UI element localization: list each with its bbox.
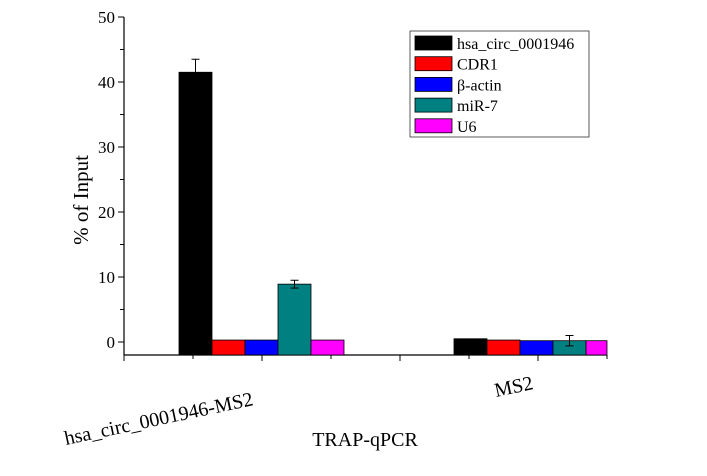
bar-1-1 <box>486 339 521 356</box>
bar-1-0 <box>211 339 246 356</box>
bar-4-0 <box>310 339 345 356</box>
legend: hsa_circ_0001946 CDR1 β-actin miR-7 U6 <box>409 30 590 138</box>
y-tick-label: 0 <box>107 333 116 352</box>
bars <box>178 58 608 356</box>
legend-label-4: U6 <box>457 119 477 136</box>
y-tick-label: 40 <box>98 73 115 92</box>
legend-swatch-4 <box>414 118 453 134</box>
bar-4-1 <box>585 340 608 356</box>
bar-2-1 <box>519 340 554 356</box>
y-tick-label: 50 <box>98 8 115 27</box>
legend-label-3: miR-7 <box>457 98 498 115</box>
legend-swatch-1 <box>414 56 453 72</box>
x-tick-label-0: hsa_circ_0001946-MS2 <box>62 388 255 449</box>
legend-label-1: CDR1 <box>457 57 498 74</box>
legend-label-0: hsa_circ_0001946 <box>457 36 574 53</box>
y-tick-label: 20 <box>98 203 115 222</box>
legend-swatch-0 <box>414 35 453 51</box>
x-axis-title: TRAP-qPCR <box>312 429 418 451</box>
bar-2-0 <box>244 339 279 356</box>
y-tick-label: 30 <box>98 138 115 157</box>
legend-swatch-2 <box>414 77 453 92</box>
legend-label-2: β-actin <box>457 77 502 94</box>
y-tick-label: 10 <box>98 268 115 287</box>
bar-0-1 <box>453 338 488 356</box>
bar-0-0 <box>178 71 213 356</box>
x-tick-label-1: MS2 <box>492 372 535 402</box>
bar-3-0 <box>277 283 312 356</box>
legend-swatch-3 <box>414 97 453 113</box>
y-axis-title: % of Input <box>69 155 93 245</box>
